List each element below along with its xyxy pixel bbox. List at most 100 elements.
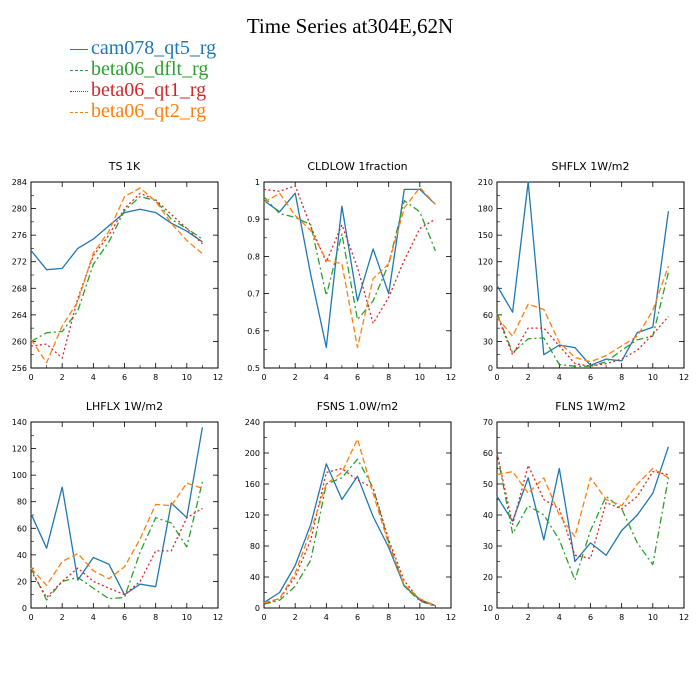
- y-tick-label: 120: [245, 511, 260, 520]
- legend-swatch-dflt: [70, 69, 88, 71]
- legend-swatch-cam078: [70, 48, 88, 50]
- y-tick-label: 264: [12, 311, 27, 320]
- x-tick-label: 10: [415, 373, 425, 382]
- x-tick-label: 6: [355, 373, 360, 382]
- series-line-beta06_qt2_rg: [496, 265, 670, 363]
- series-line-cam078_qt5_rg: [30, 427, 204, 596]
- chart-panel-5: FLNS 1W/m2 0 2 4 6 8 10 12 10 20 30 40 50 60 70: [483, 400, 689, 622]
- x-tick-label: 8: [619, 373, 624, 382]
- y-tick-label: 30: [483, 542, 493, 551]
- chart-title: SHFLX 1W/m2: [551, 160, 629, 173]
- x-tick-label: 0: [261, 373, 266, 382]
- y-tick-label: 260: [12, 337, 27, 346]
- y-tick-label: 268: [12, 284, 27, 293]
- legend-label-cam078: cam078_qt5_rg: [91, 37, 217, 59]
- x-tick-label: 8: [153, 613, 158, 622]
- legend-item-qt1: beta06_qt1_rg: [70, 80, 216, 101]
- plot-frame: [30, 421, 219, 609]
- series-line-beta06_qt1_rg: [263, 467, 436, 607]
- x-tick-label: 2: [526, 373, 531, 382]
- x-tick-label: 2: [526, 613, 531, 622]
- x-tick-label: 6: [355, 613, 360, 622]
- y-tick-label: 150: [478, 231, 493, 240]
- y-tick-label: 256: [12, 364, 27, 373]
- y-tick-label: 80: [17, 498, 27, 507]
- plot-frame: [263, 421, 452, 609]
- series-line-beta06_dflt_rg: [30, 481, 204, 601]
- series-line-cam078_qt5_rg: [496, 446, 670, 563]
- x-tick-label: 10: [182, 373, 192, 382]
- y-tick-label: 50: [483, 480, 493, 489]
- chart-panel-1: CLDLOW 1fraction 0 2 4 6 8 10 12 0.5 0.6 0.7 0.8 0.9…: [247, 160, 456, 382]
- series-line-beta06_qt2_rg: [30, 482, 203, 587]
- y-tick-label: 276: [12, 231, 27, 240]
- y-tick-label: 272: [12, 258, 27, 267]
- x-tick-label: 2: [293, 613, 298, 622]
- series-line-beta06_dflt_rg: [263, 458, 436, 608]
- legend-label-dflt: beta06_dflt_rg: [91, 58, 209, 80]
- x-tick-label: 2: [293, 373, 298, 382]
- x-tick-label: 4: [324, 373, 329, 382]
- series-line-beta06_qt1_rg: [496, 314, 669, 367]
- y-tick-label: 90: [483, 284, 493, 293]
- series-line-beta06_qt1_rg: [30, 192, 203, 359]
- y-tick-label: 60: [483, 311, 493, 320]
- x-tick-label: 10: [182, 613, 192, 622]
- series-line-cam078_qt5_rg: [263, 188, 436, 349]
- x-tick-label: 0: [494, 373, 499, 382]
- y-tick-label: 210: [478, 178, 493, 187]
- x-tick-label: 12: [446, 373, 456, 382]
- x-tick-label: 4: [557, 613, 562, 622]
- x-tick-label: 10: [648, 613, 658, 622]
- y-tick-label: 120: [12, 445, 27, 454]
- series-line-beta06_qt2_rg: [263, 186, 436, 349]
- legend-item-cam078: cam078_qt5_rg: [70, 38, 216, 59]
- y-tick-label: 0: [255, 604, 260, 613]
- y-tick-label: 120: [478, 258, 493, 267]
- y-tick-label: 0: [488, 364, 493, 373]
- x-tick-label: 6: [588, 373, 593, 382]
- y-tick-label: 60: [483, 449, 493, 458]
- x-tick-label: 0: [28, 373, 33, 382]
- y-tick-label: 140: [12, 418, 27, 427]
- y-tick-label: 0.9: [247, 215, 260, 224]
- y-tick-label: 40: [250, 573, 260, 582]
- x-tick-label: 12: [446, 613, 456, 622]
- x-tick-label: 4: [557, 373, 562, 382]
- y-tick-label: 0.8: [247, 252, 260, 261]
- legend-swatch-qt1: [70, 90, 88, 92]
- chart-title: FSNS 1.0W/m2: [317, 400, 399, 413]
- x-tick-label: 8: [153, 373, 158, 382]
- x-tick-label: 12: [679, 613, 689, 622]
- x-tick-label: 6: [122, 373, 127, 382]
- y-tick-label: 10: [483, 604, 493, 613]
- chart-title: LHFLX 1W/m2: [86, 400, 163, 413]
- y-tick-label: 20: [483, 573, 493, 582]
- y-tick-label: 70: [483, 418, 493, 427]
- legend-swatch-qt2: [70, 111, 88, 113]
- series-line-beta06_qt2_rg: [496, 467, 669, 538]
- x-tick-label: 0: [261, 613, 266, 622]
- legend-item-dflt: beta06_dflt_rg: [70, 59, 216, 80]
- y-tick-label: 20: [17, 577, 27, 586]
- series-line-beta06_dflt_rg: [496, 452, 670, 581]
- legend: cam078_qt5_rg beta06_dflt_rg beta06_qt1_…: [70, 38, 216, 122]
- x-tick-label: 12: [213, 373, 223, 382]
- x-tick-label: 10: [415, 613, 425, 622]
- y-tick-label: 0.5: [247, 364, 260, 373]
- x-tick-label: 8: [386, 613, 391, 622]
- series-line-beta06_qt1_rg: [30, 507, 203, 599]
- chart-title: CLDLOW 1fraction: [307, 160, 407, 173]
- y-tick-label: 180: [478, 205, 493, 214]
- series-line-beta06_qt2_rg: [30, 187, 203, 364]
- x-tick-label: 8: [386, 373, 391, 382]
- series-line-beta06_dflt_rg: [30, 195, 203, 342]
- legend-label-qt1: beta06_qt1_rg: [91, 79, 207, 101]
- x-tick-label: 4: [91, 373, 96, 382]
- y-tick-label: 1: [255, 178, 260, 187]
- chart-panel-0: TS 1K 0 2 4 6 8 10 12 256 260 264 268 272 276 280 284: [12, 160, 223, 382]
- x-tick-label: 4: [324, 613, 329, 622]
- y-tick-label: 40: [17, 551, 27, 560]
